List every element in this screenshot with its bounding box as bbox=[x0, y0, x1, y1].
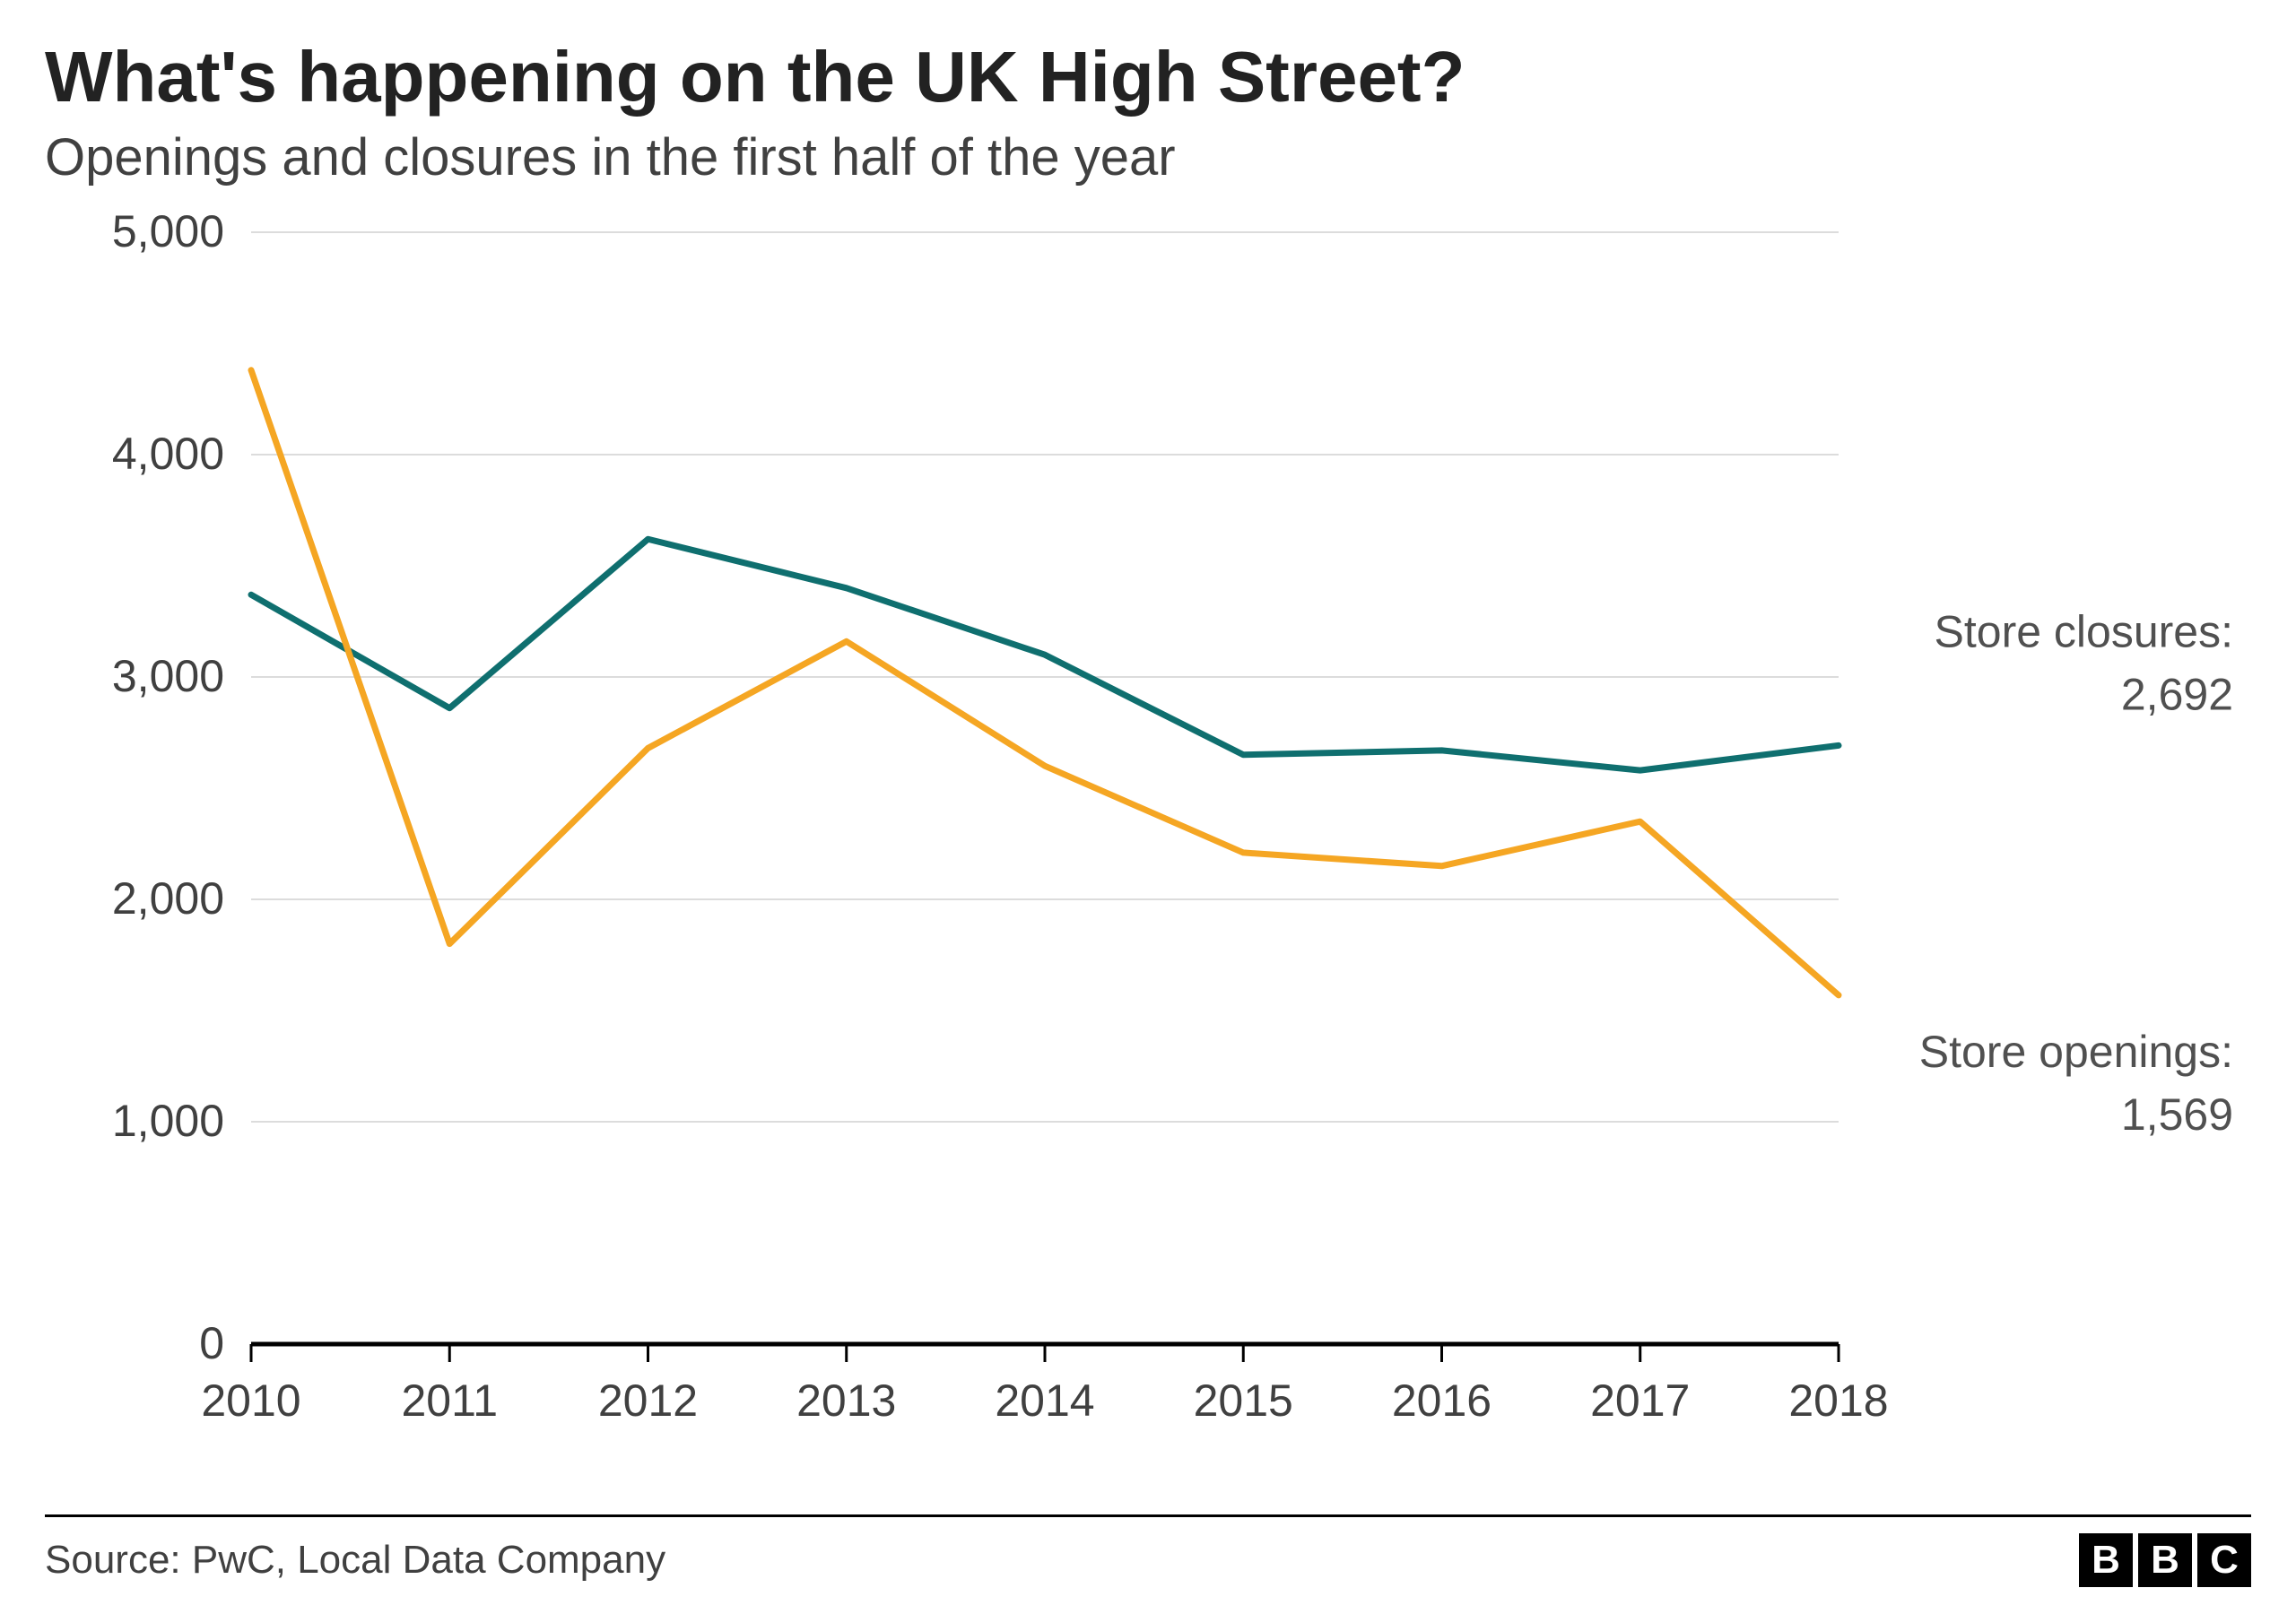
line-chart-svg: 0 1,000 2,000 3,000 4,000 5,000 2010 2011 2012 20… bbox=[45, 214, 2251, 1470]
x-tick-label: 2017 bbox=[1590, 1375, 1690, 1426]
chart-footer: Source: PwC, Local Data Company B B C bbox=[45, 1514, 2251, 1587]
bbc-logo: B B C bbox=[2079, 1533, 2251, 1587]
bbc-logo-letter: B bbox=[2079, 1533, 2133, 1587]
y-tick-label: 4,000 bbox=[112, 429, 224, 479]
chart-plot-area: 0 1,000 2,000 3,000 4,000 5,000 2010 2011 2012 20… bbox=[45, 214, 2251, 1470]
x-tick-label: 2012 bbox=[598, 1375, 698, 1426]
series-end-label-value: 2,692 bbox=[2121, 669, 2233, 719]
series-end-label-value: 1,569 bbox=[2121, 1089, 2233, 1140]
bbc-logo-letter: C bbox=[2197, 1533, 2251, 1587]
y-tick-label: 3,000 bbox=[112, 651, 224, 701]
chart-title: What's happening on the UK High Street? bbox=[45, 36, 2251, 118]
source-text: Source: PwC, Local Data Company bbox=[45, 1538, 665, 1583]
y-tick-label: 0 bbox=[199, 1318, 224, 1368]
y-tick-label: 5,000 bbox=[112, 214, 224, 256]
series-line bbox=[251, 539, 1839, 770]
chart-container: What's happening on the UK High Street? … bbox=[0, 0, 2296, 1614]
x-tick-label: 2010 bbox=[201, 1375, 300, 1426]
y-tick-label: 2,000 bbox=[112, 873, 224, 924]
x-tick-label: 2015 bbox=[1194, 1375, 1293, 1426]
series-line bbox=[251, 370, 1839, 995]
x-tick-label: 2018 bbox=[1788, 1375, 1888, 1426]
x-tick-label: 2016 bbox=[1392, 1375, 1492, 1426]
x-tick-label: 2013 bbox=[796, 1375, 896, 1426]
series-end-label-title: Store openings: bbox=[1919, 1027, 2233, 1077]
chart-subtitle: Openings and closures in the first half … bbox=[45, 127, 2251, 187]
x-tick-label: 2014 bbox=[995, 1375, 1094, 1426]
series-end-label-title: Store closures: bbox=[1935, 606, 2233, 656]
x-tick-label: 2011 bbox=[401, 1375, 498, 1426]
y-tick-label: 1,000 bbox=[112, 1096, 224, 1146]
bbc-logo-letter: B bbox=[2138, 1533, 2192, 1587]
